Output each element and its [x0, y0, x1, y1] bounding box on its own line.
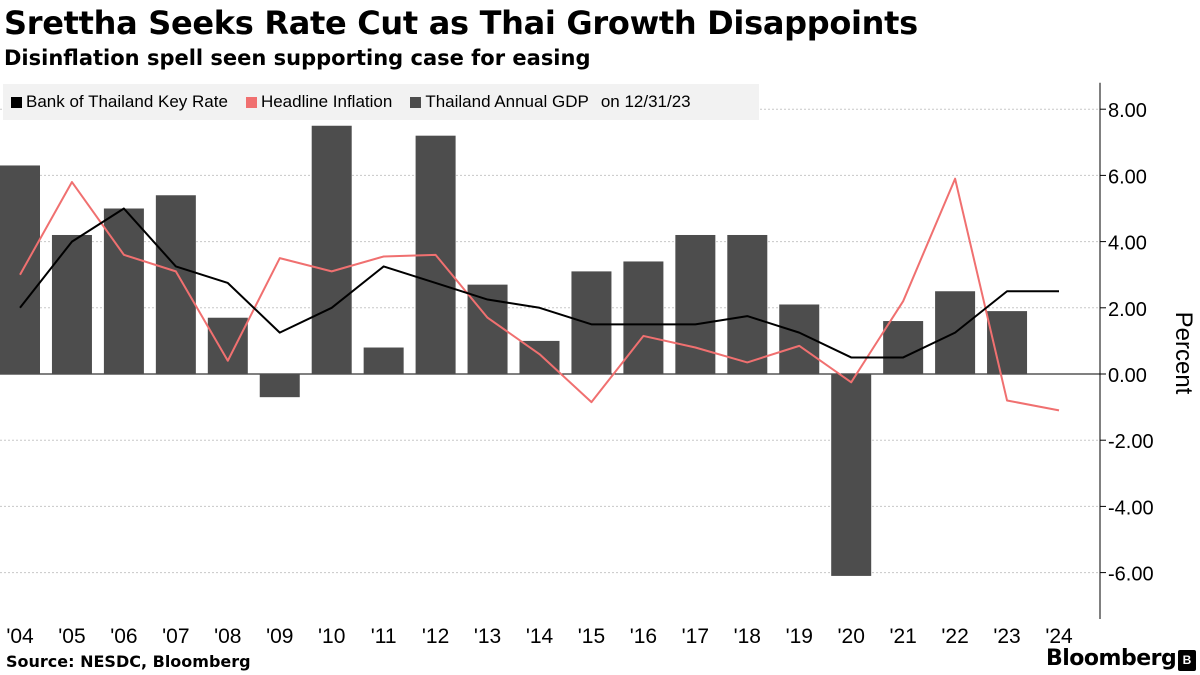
chart-subtitle: Disinflation spell seen supporting case …: [4, 46, 591, 70]
chart-title: Srettha Seeks Rate Cut as Thai Growth Di…: [4, 4, 918, 42]
gdp-bar: [831, 374, 872, 576]
gdp-bar: [727, 234, 768, 374]
gdp-bars: [0, 125, 1028, 576]
y-tick-label: -2.00: [1108, 431, 1154, 453]
x-tick-label: '14: [526, 625, 554, 648]
gdp-bar: [467, 284, 508, 374]
legend-gdp-label: Thailand Annual GDP: [425, 92, 589, 111]
x-tick-label: '11: [371, 625, 397, 648]
y-axis: 8.00 6.00 4.00 2.00 0.00 -2.00 -4.00 -6.00: [1099, 82, 1154, 619]
gdp-bar: [311, 125, 352, 374]
x-tick-label: '23: [993, 625, 1020, 648]
inflation-line: [19, 177, 1060, 412]
gdp-bar: [363, 347, 404, 374]
gdp-bar: [207, 317, 248, 374]
gdp-bar: [571, 271, 612, 374]
gdp-bar: [103, 208, 144, 374]
key-rate-line: [19, 207, 1059, 359]
x-tick-label: '15: [578, 625, 605, 648]
x-tick-label: '12: [422, 625, 449, 648]
bloomberg-badge-icon: B: [1178, 650, 1196, 671]
series-lines: [19, 177, 1060, 412]
legend-item-gdp[interactable]: Thailand Annual GDP on 12/31/23: [410, 92, 691, 112]
x-tick-label: '24: [1045, 625, 1073, 648]
source-note: Source: NESDC, Bloomberg: [6, 652, 251, 671]
x-tick-label: '21: [889, 625, 916, 648]
legend-item-inflation[interactable]: Headline Inflation: [245, 92, 393, 112]
x-tick-label: '19: [786, 625, 813, 648]
x-tick-label: '09: [266, 625, 293, 648]
gdp-bar: [51, 234, 92, 374]
x-tick-label: '22: [941, 625, 968, 648]
gdp-swatch-icon: [410, 96, 422, 108]
y-tick-label: -4.00: [1108, 497, 1154, 519]
y-tick-label: 2.00: [1108, 299, 1147, 321]
x-tick-label: '20: [838, 625, 865, 648]
x-tick-label: '07: [162, 625, 189, 648]
x-tick-label: '18: [734, 625, 761, 648]
gdp-bar: [259, 374, 300, 398]
y-tick-label: 8.00: [1108, 100, 1147, 122]
gdp-bar: [883, 321, 924, 374]
inflation-swatch-icon: [245, 96, 257, 108]
y-tick-label: 0.00: [1108, 365, 1147, 387]
gdp-bar: [0, 165, 40, 374]
y-tick-label: 6.00: [1108, 166, 1147, 188]
gdp-bar: [519, 340, 560, 374]
x-tick-label: '06: [110, 625, 137, 648]
gdp-bar: [155, 195, 196, 374]
y-tick-label: -6.00: [1108, 564, 1154, 586]
bloomberg-logo: Bloomberg: [1046, 646, 1177, 671]
x-tick-label: '05: [58, 625, 85, 648]
gdp-bar: [675, 234, 716, 374]
legend: Bank of Thailand Key Rate Headline Infla…: [3, 84, 759, 120]
x-tick-label: '10: [318, 625, 345, 648]
legend-inflation-label: Headline Inflation: [260, 92, 393, 111]
x-tick-label: '08: [214, 625, 241, 648]
legend-date-label: on 12/31/23: [600, 92, 691, 111]
y-axis-label: Percent: [1170, 312, 1197, 395]
legend-item-rate[interactable]: Bank of Thailand Key Rate: [11, 92, 228, 112]
rate-swatch-icon: [11, 96, 22, 108]
gdp-bar: [623, 261, 664, 374]
x-tick-label: '17: [682, 625, 709, 648]
x-tick-label: '04: [6, 625, 34, 648]
y-tick-label: 4.00: [1108, 233, 1147, 255]
legend-rate-label: Bank of Thailand Key Rate: [26, 92, 228, 111]
x-tick-label: '16: [630, 625, 657, 648]
x-tick-label: '13: [474, 625, 501, 648]
x-axis-labels: '04 '05 '06 '07 '08 '09 '10 '11 '12 '13 '14 '15 '16 '…: [6, 625, 1073, 648]
